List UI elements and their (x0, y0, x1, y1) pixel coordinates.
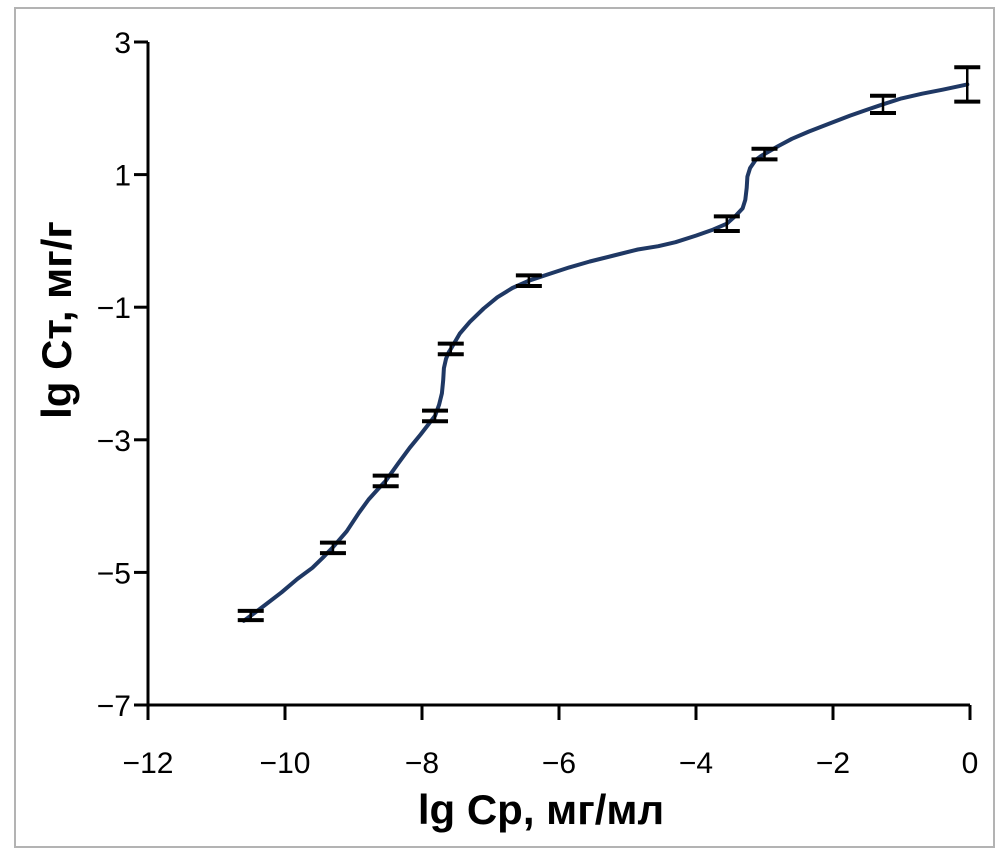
x-tick-label: −8 (405, 747, 439, 780)
x-tick-label: −2 (816, 747, 850, 780)
y-tick-label: 1 (114, 160, 131, 193)
x-tick-label: −6 (542, 747, 576, 780)
y-tick-label: −5 (97, 557, 131, 590)
x-tick-label: 0 (962, 747, 979, 780)
x-axis-title: lg Ср, мг/мл (417, 786, 665, 833)
y-tick-label: −7 (97, 690, 131, 723)
series-curve (241, 82, 970, 623)
x-tick-label: −12 (123, 747, 174, 780)
y-tick-label: −1 (97, 292, 131, 325)
y-axis-title: lg Ст, мг/г (33, 221, 80, 419)
x-tick-label: −4 (679, 747, 713, 780)
x-tick-label: −10 (260, 747, 311, 780)
y-tick-label: 3 (114, 27, 131, 60)
y-tick-label: −3 (97, 425, 131, 458)
